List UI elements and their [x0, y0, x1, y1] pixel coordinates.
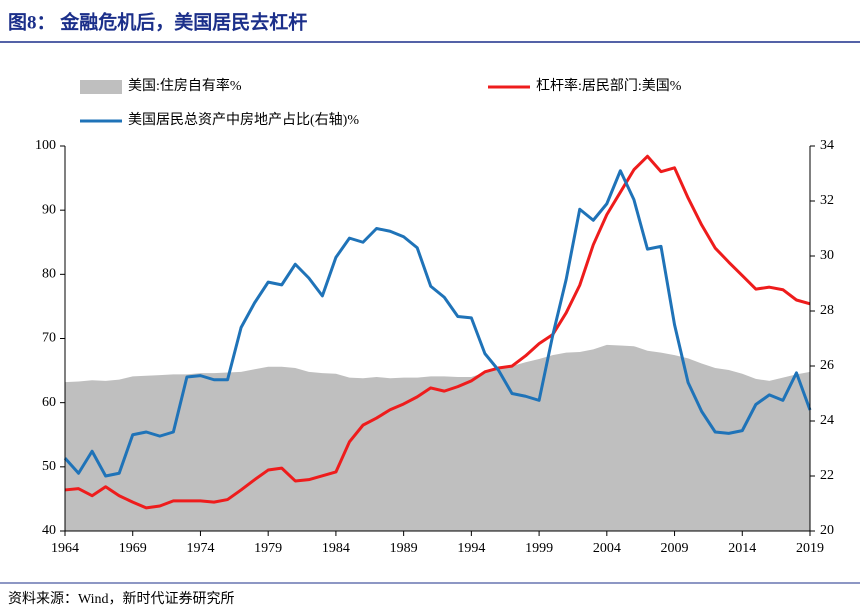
legend-label: 杠杆率:居民部门:美国% — [536, 77, 682, 94]
x-tick-label: 1989 — [390, 541, 418, 556]
x-tick-label: 2019 — [796, 541, 824, 556]
source-note: 资料来源：Wind，新时代证券研究所 — [8, 591, 235, 607]
y2-tick-label: 34 — [820, 138, 834, 153]
y2-tick-label: 32 — [820, 193, 834, 208]
y-tick-label: 70 — [42, 331, 56, 346]
line-series — [64, 154, 811, 510]
y-tick-label: 100 — [35, 138, 56, 153]
x-tick-label: 2009 — [661, 541, 689, 556]
x-tick-label: 2004 — [593, 541, 621, 556]
x-tick-label: 1974 — [186, 541, 214, 556]
y2-tick-label: 20 — [820, 523, 834, 538]
x-tick-label: 1969 — [119, 541, 147, 556]
y2-tick-label: 28 — [820, 303, 834, 318]
y-tick-label: 80 — [42, 267, 56, 282]
chart-title: 图8： 金融危机后，美国居民去杠杆 — [8, 10, 307, 33]
legend-label: 美国居民总资产中房地产占比(右轴)% — [128, 112, 359, 128]
x-tick-label: 1984 — [322, 541, 350, 556]
y-tick-label: 50 — [42, 459, 56, 474]
y-tick-label: 60 — [42, 395, 56, 410]
y2-tick-label: 24 — [820, 413, 834, 428]
x-tick-label: 1979 — [254, 541, 282, 556]
y-tick-label: 40 — [42, 523, 56, 538]
y2-tick-label: 22 — [820, 468, 834, 483]
legend-swatch — [80, 80, 122, 94]
legend-label: 美国:住房自有率% — [128, 77, 242, 94]
line-series — [63, 169, 812, 478]
y2-tick-label: 30 — [820, 248, 834, 263]
y2-tick-label: 26 — [820, 358, 834, 373]
x-tick-label: 1994 — [457, 541, 485, 556]
y-tick-label: 90 — [42, 202, 56, 217]
x-tick-label: 2014 — [728, 541, 756, 556]
x-tick-label: 1999 — [525, 541, 553, 556]
x-tick-label: 1964 — [51, 541, 79, 556]
area-series — [65, 344, 810, 531]
